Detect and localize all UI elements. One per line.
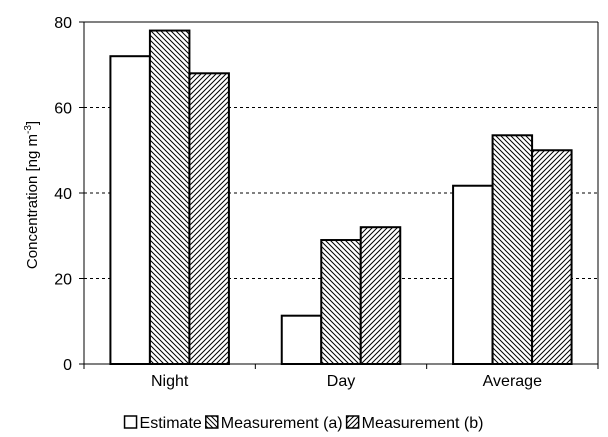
y-axis-title: Concentration [ng m-3] [23, 121, 41, 269]
legend-swatch-estimate [123, 415, 138, 429]
x-tick-label-average: Average [483, 373, 542, 390]
legend: Estimate Measurement (a) Measurement (b) [123, 415, 484, 432]
bars [109, 29, 573, 366]
bar-night-measurement-a [148, 29, 191, 366]
x-tick-label-night: Night [151, 373, 189, 390]
y-tick-label: 40 [54, 186, 72, 203]
y-tick-label: 80 [54, 15, 72, 32]
bar-average-measurement-b [531, 149, 573, 365]
legend-label: Measurement (b) [362, 415, 484, 432]
legend-swatch-measurement-b [345, 415, 360, 429]
legend-label: Estimate [140, 415, 202, 432]
x-tick-labels: Night Day Average [151, 373, 542, 390]
legend-swatch-measurement-a [205, 415, 219, 429]
y-tick-labels: 0 20 40 60 80 [54, 15, 72, 374]
bar-day-estimate [280, 314, 323, 366]
y-axis-title-suffix: ] [24, 121, 41, 125]
bar-average-estimate [452, 184, 494, 365]
y-tick-label: 20 [54, 272, 72, 289]
bar-day-measurement-a [320, 239, 362, 365]
y-tick-label: 0 [63, 357, 72, 374]
y-axis-title-main: Concentration [ng m [24, 134, 41, 269]
x-tick-label-day: Day [327, 373, 355, 390]
legend-label: Measurement (a) [221, 415, 343, 432]
y-axis-title-superscript: -3 [23, 125, 34, 134]
bar-average-measurement-a [491, 134, 534, 365]
y-tick-label: 60 [54, 101, 72, 118]
bar-night-measurement-b [188, 72, 230, 366]
bar-day-measurement-b [359, 226, 402, 365]
axes [79, 21, 599, 369]
bar-night-estimate [109, 55, 151, 365]
